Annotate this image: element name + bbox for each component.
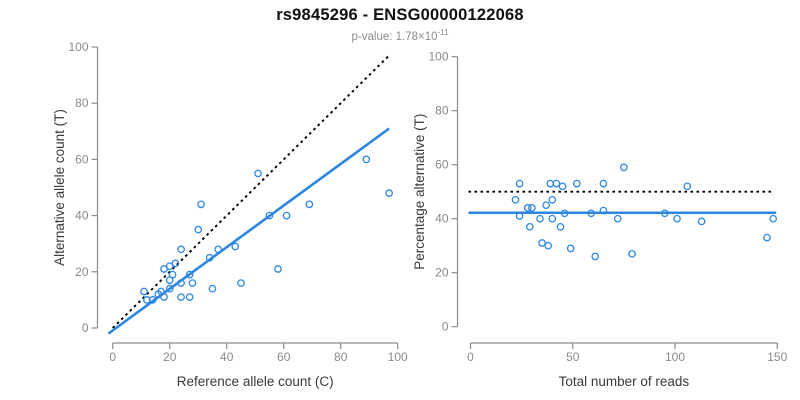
y-tick-label: 60: [435, 158, 449, 172]
x-tick-label: 40: [220, 350, 234, 364]
pvalue-exponent: -11: [437, 28, 449, 37]
figure-header: rs9845296 - ENSG00000122068 p-value: 1.7…: [0, 6, 800, 43]
data-point: [566, 244, 575, 253]
data-point: [265, 211, 274, 220]
x-tick-label: 80: [334, 350, 348, 364]
data-point: [515, 179, 524, 188]
identity-line: [112, 54, 390, 329]
y-tick-label: 80: [75, 96, 89, 110]
x-tick-label: 20: [163, 350, 177, 364]
data-point: [362, 155, 371, 164]
data-point: [197, 200, 205, 209]
data-point: [385, 189, 393, 197]
y-tick-label: 0: [442, 320, 449, 334]
y-tick-label: 20: [75, 265, 89, 279]
data-point: [231, 242, 240, 251]
y-tick-label: 100: [68, 40, 88, 54]
data-point: [628, 249, 636, 258]
x-tick-label: 0: [109, 350, 116, 364]
data-point: [185, 270, 194, 279]
data-point: [591, 252, 600, 261]
data-point: [769, 214, 778, 223]
data-point: [587, 209, 596, 218]
data-point: [140, 287, 148, 296]
data-point: [552, 179, 561, 188]
data-point: [683, 182, 692, 191]
x-axis-title: Total number of reads: [559, 374, 690, 389]
x-tick-label: 50: [566, 350, 580, 364]
data-point: [274, 265, 282, 273]
data-point: [208, 284, 217, 293]
data-point: [542, 201, 551, 210]
data-point: [546, 179, 555, 188]
data-point: [237, 279, 245, 287]
data-point: [544, 241, 553, 250]
data-point: [165, 284, 174, 293]
y-axis-title: Percentage alternative (T): [412, 114, 427, 270]
data-point: [254, 169, 262, 178]
y-tick-label: 100: [428, 50, 448, 64]
figure-title: rs9845296 - ENSG00000122068: [276, 6, 524, 24]
data-point: [763, 233, 771, 242]
data-point: [185, 293, 194, 301]
y-tick-label: 20: [435, 266, 449, 280]
data-point: [305, 200, 314, 209]
data-point: [538, 239, 546, 247]
x-tick-label: 0: [467, 350, 474, 364]
data-point: [188, 279, 197, 287]
data-point: [511, 195, 520, 204]
x-tick-label: 150: [767, 350, 787, 364]
data-point: [525, 222, 534, 231]
data-point: [548, 214, 557, 223]
data-point: [697, 217, 706, 226]
data-point: [205, 253, 214, 262]
data-point: [527, 204, 536, 212]
y-axis-title: Alternative allele count (T): [52, 109, 67, 266]
x-tick-label: 100: [388, 350, 408, 364]
data-point: [214, 245, 222, 254]
data-point: [620, 163, 628, 172]
data-point: [536, 214, 544, 223]
y-tick-label: 60: [75, 152, 89, 166]
data-point: [148, 296, 157, 304]
data-point: [560, 209, 569, 218]
data-point: [660, 209, 669, 218]
data-point: [673, 214, 681, 223]
data-point: [572, 179, 581, 188]
y-tick-label: 40: [75, 209, 89, 223]
x-tick-label: 100: [665, 350, 685, 364]
data-point: [599, 206, 608, 215]
data-point: [282, 211, 291, 220]
data-point: [194, 225, 203, 234]
x-tick-label: 60: [277, 350, 291, 364]
pvalue-text: p-value: 1.78×10: [351, 30, 438, 43]
pvalue-subtitle: p-value: 1.78×10-11: [0, 28, 800, 43]
data-point: [548, 195, 557, 204]
data-point: [523, 204, 532, 212]
data-point: [613, 214, 622, 223]
data-point: [556, 222, 565, 231]
data-point: [177, 245, 185, 254]
left-panel: 0 20 40 60 80 100 0 20 40 60 80 100 Reference allele…: [52, 40, 408, 389]
y-tick-label: 80: [435, 104, 449, 118]
data-point: [143, 296, 151, 304]
right-panel: 0 20 40 60 80 100 0 50 100 150 Total number of rea…: [412, 50, 788, 389]
data-point: [168, 270, 177, 279]
data-point: [177, 279, 185, 287]
data-point: [515, 212, 524, 220]
x-axis-title: Reference allele count (C): [177, 374, 334, 389]
data-point: [558, 182, 567, 191]
data-point: [599, 179, 608, 188]
y-tick-label: 0: [82, 321, 89, 335]
y-tick-label: 40: [435, 212, 449, 226]
data-point: [177, 293, 185, 301]
data-point: [160, 293, 168, 301]
data-point: [171, 259, 180, 268]
